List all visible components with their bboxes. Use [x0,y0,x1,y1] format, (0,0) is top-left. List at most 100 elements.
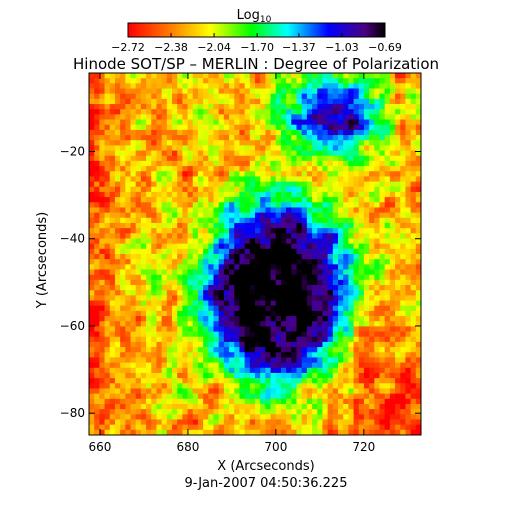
heatmap-cell [218,135,225,141]
heatmap-cell [151,202,158,209]
heatmap-cell [270,135,277,141]
heatmap-cell [410,191,417,198]
heatmap-cell [317,186,324,193]
heatmap-cell [405,202,412,209]
heatmap-cell [327,145,334,152]
heatmap-cell [369,336,375,343]
heatmap-cell [306,310,313,317]
heatmap-cell [249,352,256,359]
heatmap-cell [353,310,360,317]
heatmap-cell [312,269,318,276]
heatmap-cell [410,264,417,271]
colorbar [127,22,386,38]
heatmap-cell [275,217,282,224]
heatmap-cell [265,290,272,296]
heatmap-cell [255,254,261,260]
heatmap-cell [89,331,95,338]
heatmap-cell [338,83,344,90]
heatmap-cell [374,243,381,250]
heatmap-cell [218,155,225,162]
heatmap-cell [151,233,158,240]
heatmap-cell [358,171,365,178]
heatmap-cell [187,279,194,286]
heatmap-cell [343,326,349,333]
heatmap-cell [358,186,365,193]
heatmap-cell [130,269,137,276]
heatmap-cell [135,316,142,322]
heatmap-cell [400,135,407,141]
heatmap-cell [135,119,142,126]
heatmap-cell [172,150,178,157]
heatmap-cell [280,388,287,395]
heatmap-cell [296,383,303,390]
heatmap-cell [348,341,355,348]
heatmap-cell [322,78,329,84]
heatmap-cell [172,341,178,348]
heatmap-cell [265,228,272,234]
heatmap-cell [312,264,318,271]
heatmap-cell [130,78,137,84]
heatmap-cell [400,155,407,162]
heatmap-cell [280,383,287,390]
heatmap-cell [405,341,412,348]
heatmap-cell [104,248,111,255]
heatmap-cell [109,383,116,390]
heatmap-cell [234,171,241,178]
heatmap-cell [125,424,132,431]
heatmap-cell [317,326,324,333]
heatmap-cell [363,424,370,431]
heatmap-cell [229,419,235,426]
heatmap-cell [301,243,308,250]
heatmap-cell [358,326,365,333]
heatmap-cell [384,393,391,400]
heatmap-cell [104,243,111,250]
heatmap-cell [197,398,204,405]
heatmap-cell [312,409,318,415]
heatmap-cell [415,73,421,79]
heatmap-cell [327,378,334,384]
heatmap-cell [197,166,204,172]
heatmap-cell [358,109,365,115]
heatmap-cell [306,109,313,115]
heatmap-cell [410,248,417,255]
heatmap-cell [312,202,318,209]
heatmap-cell [120,362,126,369]
heatmap-cell [135,233,142,240]
heatmap-cell [130,316,137,322]
heatmap-cell [146,403,152,410]
heatmap-cell [130,326,137,333]
heatmap-cell [99,336,106,343]
heatmap-cell [265,321,272,327]
heatmap-cell [389,393,396,400]
heatmap-cell [369,378,375,384]
heatmap-cell [395,186,401,193]
heatmap-cell [234,305,241,312]
heatmap-cell [125,228,132,234]
heatmap-cell [156,217,163,224]
heatmap-cell [234,336,241,343]
heatmap-cell [353,274,360,281]
heatmap-cell [229,93,235,100]
heatmap-cell [197,331,204,338]
heatmap-cell [234,222,241,229]
heatmap-cell [410,109,417,115]
heatmap-cell [301,403,308,410]
heatmap-cell [114,109,121,115]
heatmap-cell [369,367,375,374]
heatmap-cell [223,88,230,95]
heatmap-cell [244,160,251,167]
heatmap-cell [296,429,303,435]
heatmap-cell [192,403,199,410]
heatmap-cell [260,207,266,214]
heatmap-cell [203,181,209,188]
heatmap-cell [213,321,220,327]
heatmap-cell [353,155,360,162]
heatmap-cell [327,295,334,302]
heatmap-cell [260,269,266,276]
heatmap-cell [332,176,339,183]
heatmap-cell [172,160,178,167]
heatmap-cell [208,104,215,110]
heatmap-cell [384,264,391,271]
heatmap-cell [327,409,334,415]
heatmap-cell [223,295,230,302]
